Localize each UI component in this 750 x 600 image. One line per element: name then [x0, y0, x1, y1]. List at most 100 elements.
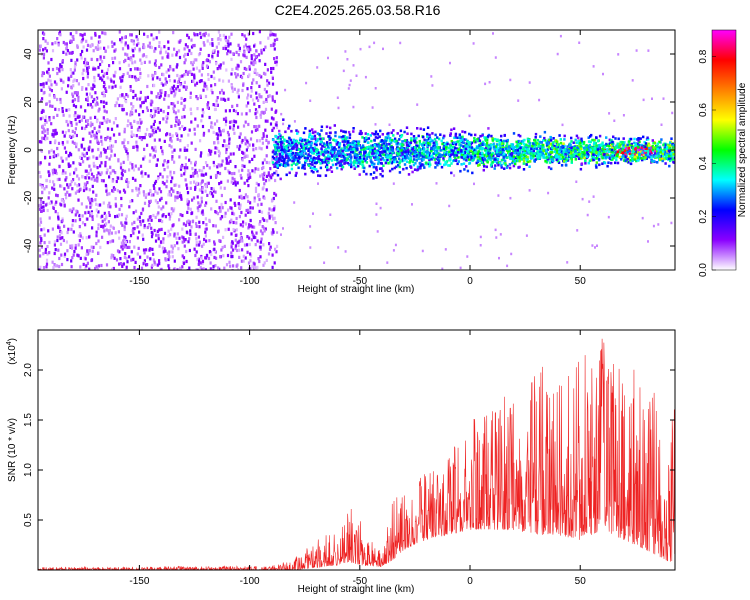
heatmap-cell-415 — [233, 177, 236, 182]
heatmap-cell-469 — [62, 199, 65, 203]
heatmap-cell-2487 — [210, 252, 213, 257]
heatmap-cell-4286 — [304, 138, 307, 142]
heatmap-cell-2526 — [169, 193, 172, 197]
heatmap-cell-1769 — [178, 77, 181, 81]
heatmap-cell-2062 — [244, 43, 247, 47]
heatmap-cell-1490 — [219, 66, 222, 70]
heatmap-cell-2392 — [245, 104, 248, 108]
heatmap-cell-2787 — [407, 157, 410, 160]
heatmap-cell-1094 — [128, 240, 131, 244]
heatmap-cell-603 — [82, 188, 86, 193]
heatmap-cell-1570 — [170, 124, 173, 128]
heatmap-cell-401 — [130, 130, 133, 134]
heatmap-cell-3386 — [560, 164, 564, 167]
heatmap-cell-831 — [178, 184, 181, 188]
heatmap-cell-1058 — [94, 198, 97, 202]
heatmap-cell-3524 — [335, 143, 339, 146]
heatmap-cell-689 — [61, 236, 64, 240]
heatmap-cell-2315 — [173, 232, 176, 236]
heatmap-cell-1799 — [217, 229, 220, 233]
heatmap-cell-4832 — [491, 160, 494, 164]
heatmap-cell-170 — [99, 151, 103, 155]
heatmap-cell-2290 — [89, 140, 92, 144]
heatmap-cell-4291 — [370, 139, 373, 143]
heatmap-cell-387 — [250, 238, 253, 242]
heatmap-cell-4444 — [663, 148, 666, 152]
heatmap-cell-713 — [190, 225, 193, 229]
heatmap-cell-187 — [110, 144, 113, 148]
heatmap-cell-541 — [222, 33, 225, 37]
heatmap-cell-302 — [85, 187, 88, 191]
heatmap-cell-2189 — [44, 129, 47, 133]
heatmap-cell-601 — [46, 131, 49, 135]
heatmap-cell-4970 — [311, 163, 314, 166]
heatmap-cell-2284 — [84, 153, 87, 157]
heatmap-cell-1782 — [93, 79, 96, 83]
heatmap-cell-1767 — [154, 190, 157, 194]
heatmap-cell-2529 — [97, 171, 100, 175]
heatmap-cell-2929 — [501, 140, 504, 143]
heatmap-cell-2256 — [269, 30, 272, 34]
heatmap-cell-4971 — [351, 149, 354, 152]
heatmap-cell-3674 — [522, 168, 526, 171]
heatmap-cell-4853 — [420, 151, 424, 155]
heatmap-cell-2224 — [89, 116, 92, 120]
heatmap-cell-1607 — [81, 33, 84, 37]
heatmap-cell-1128 — [77, 198, 80, 202]
heatmap-cell-4915 — [542, 145, 545, 149]
heatmap-cell-2458 — [253, 102, 256, 106]
heatmap-cell-4526 — [542, 156, 545, 159]
heatmap-cell-1808 — [251, 98, 255, 102]
heatmap-cell-2482 — [134, 67, 137, 71]
heatmap-cell-3939 — [649, 154, 653, 158]
heatmap-cell-3870 — [646, 136, 649, 140]
heatmap-cell-2366 — [72, 71, 75, 75]
heatmap-cell-252 — [151, 263, 154, 267]
heatmap-cell-778 — [228, 109, 231, 113]
heatmap-cell-2845 — [538, 140, 541, 144]
heatmap-cell-4827 — [418, 162, 421, 165]
heatmap-cell-1098 — [243, 181, 246, 185]
heatmap-cell-1711 — [88, 92, 92, 96]
heatmap-cell-973 — [42, 136, 45, 140]
heatmap-cell-968 — [169, 233, 172, 237]
heatmap-cell-71 — [118, 67, 122, 71]
heatmap-cell-14 — [146, 108, 149, 112]
heatmap-cell-4588 — [540, 150, 543, 154]
heatmap-cell-3701 — [396, 160, 399, 164]
heatmap-cell-448 — [73, 171, 76, 175]
heatmap-cell-4766 — [612, 151, 615, 155]
heatmap-cell-2425 — [160, 46, 163, 50]
heatmap-cell-1329 — [190, 38, 193, 42]
heatmap-cell-1994 — [226, 179, 229, 183]
heatmap-cell-2442 — [271, 158, 274, 162]
heatmap-cell-1583 — [95, 193, 98, 197]
heatmap-cell-2849 — [494, 164, 497, 167]
heatmap-cell-1119 — [91, 226, 94, 230]
heatmap-cell-4504 — [293, 140, 296, 144]
heatmap-cell-952 — [202, 33, 205, 37]
heatmap-cell-4732 — [472, 158, 475, 162]
heatmap-cell-898 — [265, 174, 268, 178]
heatmap-cell-3994 — [274, 147, 277, 151]
heatmap-cell-4635 — [340, 135, 343, 139]
heatmap-cell-25 — [80, 202, 83, 206]
heatmap-cell-2176 — [178, 194, 182, 198]
heatmap-cell-2471 — [139, 118, 142, 122]
heatmap-cell-2046 — [261, 110, 264, 114]
heatmap-cell-86 — [152, 131, 155, 135]
heatmap-cell-1926 — [153, 260, 156, 264]
heatmap-cell-2584 — [201, 169, 204, 173]
heatmap-cell-4684 — [656, 144, 659, 148]
heatmap-cell-2143 — [232, 228, 235, 232]
heatmap-cell-4929 — [312, 156, 316, 160]
heatmap-cell-1503 — [257, 193, 260, 197]
heatmap-cell-4357 — [509, 153, 512, 156]
heatmap-cell-977 — [249, 210, 252, 214]
heatmap-cell-2199 — [211, 54, 214, 58]
heatmap-cell-149 — [205, 239, 208, 243]
heatmap-cell-883 — [197, 257, 200, 261]
heatmap-cell-2448 — [70, 179, 73, 184]
heatmap-cell-652 — [142, 248, 146, 252]
heatmap-cell-13 — [175, 87, 178, 91]
